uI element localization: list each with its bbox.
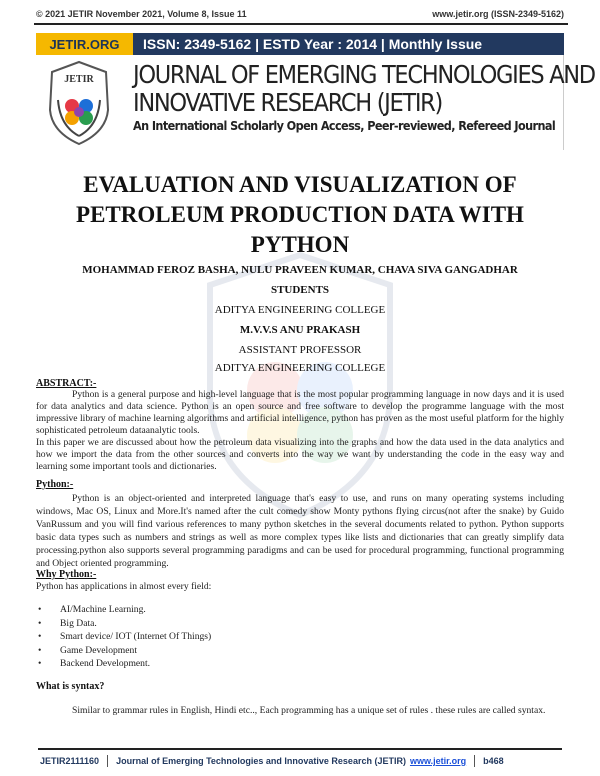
- author-role-students: STUDENTS: [270, 284, 330, 296]
- jetir-watermark-icon: [207, 251, 393, 519]
- footer-website-link[interactable]: www.jetir.org: [409, 756, 467, 766]
- journal-tagline: An International Scholarly Open Access, …: [133, 118, 556, 133]
- page-number: b468: [483, 756, 504, 766]
- header-website: www.jetir.org (ISSN-2349-5162): [432, 9, 564, 19]
- abstract-paragraph-1: Python is a general purpose and high-lev…: [36, 389, 564, 436]
- header-issue-info: © 2021 JETIR November 2021, Volume 8, Is…: [36, 9, 247, 19]
- footer: JETIR2111160 Journal of Emerging Technol…: [40, 755, 504, 767]
- list-item: Backend Development.: [38, 657, 211, 671]
- banner-border: [563, 55, 564, 150]
- abstract-paragraph-2: In this paper we are discussed about how…: [36, 437, 564, 472]
- jetir-logo-icon: JETIR: [48, 60, 110, 146]
- brand-label: JETIR.ORG: [36, 33, 133, 55]
- header-rule: [34, 23, 568, 25]
- abstract-text: Python is a general purpose and high-lev…: [36, 389, 564, 473]
- why-python-heading: Why Python:-: [36, 569, 97, 580]
- footer-rule: [38, 748, 562, 750]
- python-heading: Python:-: [36, 479, 74, 490]
- applications-list: AI/Machine Learning. Big Data. Smart dev…: [38, 603, 211, 671]
- list-item: Big Data.: [38, 617, 211, 631]
- syntax-paragraph: Similar to grammar rules in English, Hin…: [72, 705, 546, 716]
- syntax-heading: What is syntax?: [36, 681, 105, 692]
- guide-role: ASSISTANT PROFESSOR: [238, 344, 362, 356]
- python-paragraph: Python is an object-oriented and interpr…: [36, 493, 564, 569]
- guide-college: ADITYA ENGINEERING COLLEGE: [214, 362, 386, 374]
- journal-banner: JETIR.ORG ISSN: 2349-5162 | ESTD Year : …: [36, 33, 564, 55]
- journal-name-line2: INNOVATIVE RESEARCH (JETIR): [133, 88, 443, 117]
- list-item: AI/Machine Learning.: [38, 603, 211, 617]
- issn-info: ISSN: 2349-5162 | ESTD Year : 2014 | Mon…: [133, 33, 564, 55]
- college-name: ADITYA ENGINEERING COLLEGE: [214, 304, 386, 316]
- list-item: Game Development: [38, 644, 211, 658]
- paper-title: EVALUATION AND VISUALIZATION OF PETROLEU…: [76, 172, 524, 257]
- list-item: Smart device/ IOT (Internet Of Things): [38, 630, 211, 644]
- footer-journal: Journal of Emerging Technologies and Inn…: [116, 756, 406, 766]
- journal-name-line1: JOURNAL OF EMERGING TECHNOLOGIES AND: [133, 60, 596, 89]
- why-python-intro: Python has applications in almost every …: [36, 581, 212, 592]
- paper-id: JETIR2111160: [40, 756, 100, 766]
- svg-text:JETIR: JETIR: [64, 74, 94, 85]
- authors: MOHAMMAD FEROZ BASHA, NULU PRAVEEN KUMAR…: [82, 264, 518, 276]
- abstract-heading: ABSTRACT:-: [36, 378, 97, 389]
- guide-name: M.V.V.S ANU PRAKASH: [239, 324, 361, 336]
